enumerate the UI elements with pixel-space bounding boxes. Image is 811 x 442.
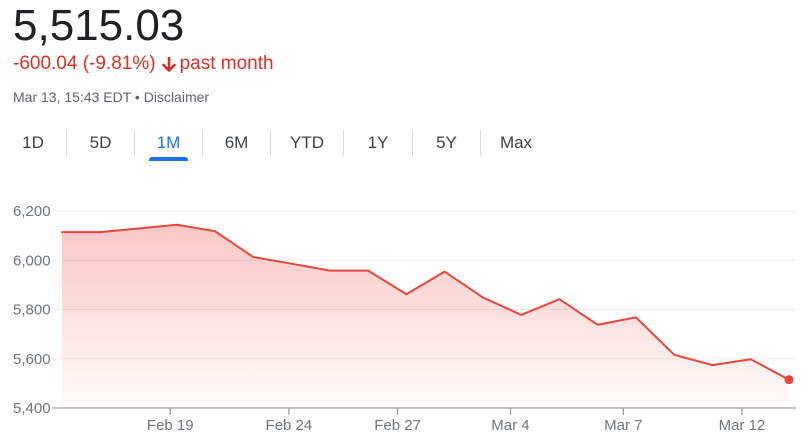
change-period: past month — [179, 53, 274, 74]
tab-1d-label: 1D — [22, 133, 44, 152]
tab-6m[interactable]: 6M — [203, 126, 270, 162]
x-tick-label: Feb 27 — [374, 417, 421, 434]
meta-separator: • — [134, 89, 140, 105]
y-tick-label: 5,600 — [13, 351, 51, 368]
tab-1m[interactable]: 1M — [135, 126, 202, 162]
tab-max[interactable]: Max — [481, 126, 551, 162]
chart-tick-labels: 5,400 5,600 5,800 6,000 6,200 Feb 19 Feb 24 Feb… — [13, 203, 765, 434]
tab-5y-label: 5Y — [436, 133, 457, 152]
tab-ytd[interactable]: YTD — [271, 126, 343, 162]
tab-divider — [412, 130, 413, 156]
chart-line-group — [61, 223, 794, 385]
tab-5d-label: 5D — [89, 133, 112, 152]
x-tick-label: Feb 19 — [147, 417, 194, 434]
y-tick-label: 6,200 — [13, 203, 51, 220]
x-tick-label: Mar 4 — [491, 417, 529, 434]
x-tick-label: Feb 24 — [266, 417, 313, 434]
tab-1m-label: 1M — [156, 133, 181, 152]
arrow-down-icon — [161, 56, 176, 72]
tab-1y[interactable]: 1Y — [344, 126, 412, 162]
chart-area-fill-group — [62, 224, 789, 408]
tab-6m-label: 6M — [224, 133, 249, 152]
price-change-row: -600.04 (-9.81%) past month — [13, 52, 274, 76]
price-change-value: -600.04 (-9.81%) — [13, 53, 156, 74]
tab-divider — [480, 130, 481, 156]
tab-divider — [202, 130, 203, 156]
chart-axes — [52, 407, 796, 415]
price-line — [61, 223, 790, 381]
tab-5d[interactable]: 5D — [67, 126, 134, 162]
tab-5y[interactable]: 5Y — [413, 126, 480, 162]
tab-divider — [270, 130, 271, 156]
y-tick-label: 5,800 — [13, 302, 51, 319]
tab-divider — [66, 130, 67, 156]
quote-timestamp: Mar 13, 15:43 EDT — [13, 89, 132, 105]
x-tick-label: Mar 7 — [604, 417, 642, 434]
disclaimer-link[interactable]: Disclaimer — [143, 89, 210, 105]
tab-divider — [134, 130, 135, 156]
last-price-point[interactable] — [784, 375, 794, 385]
tab-active-indicator — [149, 157, 188, 161]
tab-ytd-label: YTD — [290, 133, 324, 152]
range-tabs: 1D 5D 1M 6M YTD 1Y 5Y Max — [0, 126, 560, 162]
tab-divider — [343, 130, 344, 156]
y-tick-label: 5,400 — [13, 400, 51, 417]
tab-1d[interactable]: 1D — [0, 126, 66, 162]
x-tick-label: Mar 12 — [719, 417, 766, 434]
tab-max-label: Max — [499, 133, 533, 152]
current-price: 5,515.03 — [13, 1, 185, 50]
quote-meta: Mar 13, 15:43 EDT • Disclaimer — [13, 88, 209, 106]
tab-1y-label: 1Y — [367, 133, 389, 152]
y-tick-label: 6,000 — [13, 252, 51, 269]
area-fill — [62, 224, 789, 408]
